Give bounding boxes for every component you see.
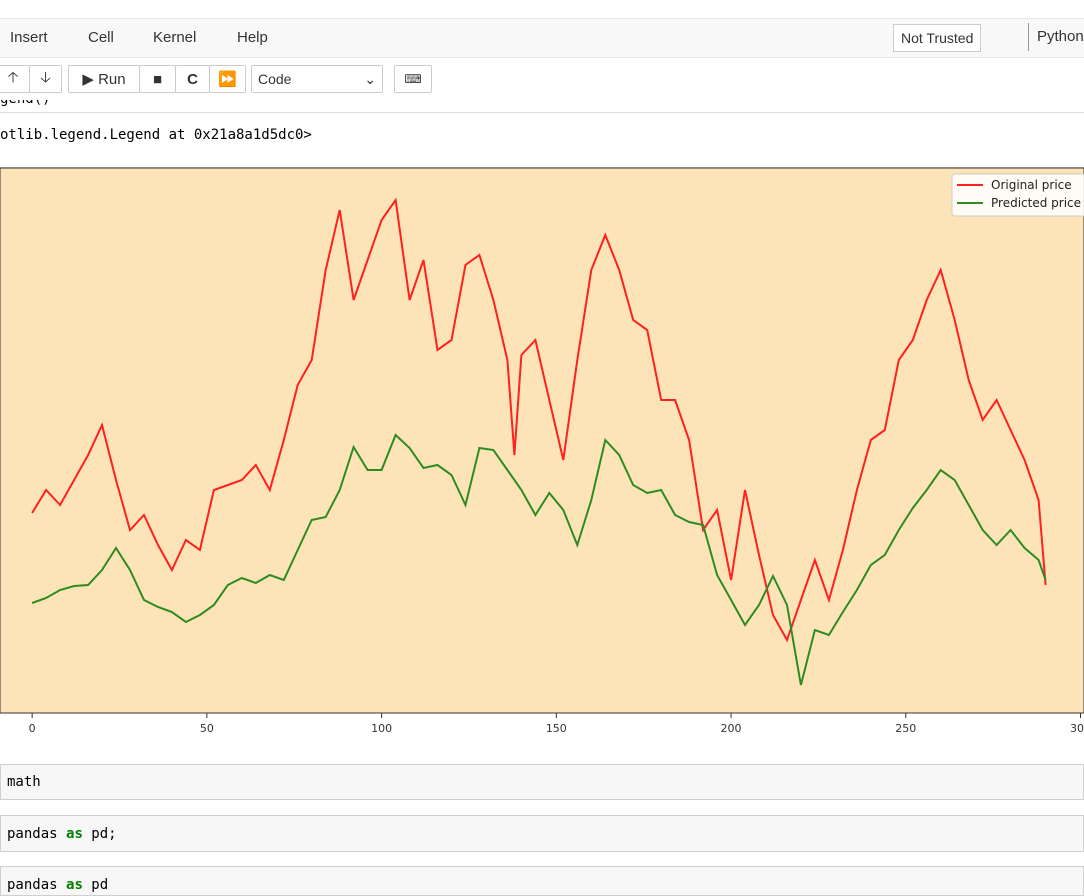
restart-run-button[interactable]: ⏩ (209, 65, 246, 93)
run-button[interactable]: ▶ Run (68, 65, 140, 93)
legend-label: Predicted price (991, 196, 1081, 210)
prev-cell: gend() (0, 100, 1084, 112)
series-line (31, 197, 1047, 643)
menu-bar: Insert Cell Kernel Help Not Trusted Pyth… (0, 18, 1084, 58)
kernel-name: Python (1028, 23, 1084, 51)
trust-button[interactable]: Not Trusted (893, 24, 982, 52)
move-up-button[interactable]: 🡡 (0, 65, 30, 93)
menu-item[interactable]: Kernel (153, 29, 197, 46)
stop-button[interactable]: ■ (139, 65, 176, 93)
prev-input: gend() (0, 100, 1084, 107)
run-label: Run (98, 70, 126, 88)
x-tick-label: 50 (200, 722, 214, 735)
x-tick-label: 150 (546, 722, 567, 735)
code-text: pandas (7, 826, 67, 842)
legend-box (951, 173, 1084, 217)
output-text: otlib.legend.Legend at 0x21a8a1d5dc0> (0, 127, 312, 143)
run-icon: ▶ (82, 71, 99, 88)
dropdown-arrow: ⌄ (364, 70, 376, 87)
keyword: as (66, 826, 83, 842)
code-text: pd (82, 877, 109, 893)
cell-type: Code (258, 71, 292, 87)
x-tick-label: 300 (1070, 722, 1084, 735)
series-line (31, 433, 1047, 686)
x-tick-label: 200 (721, 722, 742, 735)
restart-button[interactable]: C (175, 65, 210, 93)
code-text: math (7, 774, 41, 790)
chart: 0 50 100 150 200 250 300 Original price Predicte… (0, 167, 1084, 735)
code-text: pd; (82, 826, 117, 842)
code-cell[interactable]: pandas as pd (0, 866, 1084, 896)
code-cell[interactable]: pandas as pd; (0, 815, 1084, 852)
legend-label: Original price (991, 178, 1072, 192)
header-strip (0, 0, 1084, 18)
keyword: as (66, 877, 83, 893)
move-down-button[interactable]: 🡣 (29, 65, 62, 93)
code-cell[interactable]: math (0, 764, 1084, 800)
code: pandas as pd (7, 877, 108, 893)
menu-item[interactable]: Cell (88, 29, 114, 46)
keyboard-button[interactable]: ⌨ (394, 65, 432, 93)
menu-item[interactable]: Help (237, 29, 268, 46)
x-tick-label: 250 (895, 722, 916, 735)
code: pandas as pd; (7, 826, 117, 842)
menu-item[interactable]: Insert (10, 29, 48, 46)
x-tick-label: 0 (29, 722, 36, 735)
code-text: pandas (7, 877, 67, 893)
x-tick-label: 100 (371, 722, 392, 735)
cell-type-select[interactable]: Code ⌄ (251, 65, 383, 93)
code: math (7, 774, 41, 790)
plot-background (0, 167, 1084, 714)
